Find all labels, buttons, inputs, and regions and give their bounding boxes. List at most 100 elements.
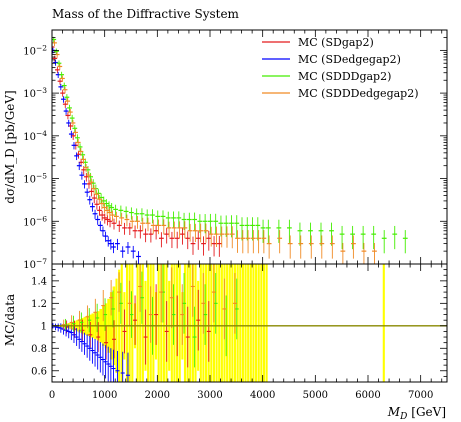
legend-entry: MC (SDDDedgegap2) [262, 87, 419, 100]
main-point [203, 223, 209, 243]
ratio-point [117, 272, 122, 312]
main-y-tick-label: 10−7 [23, 257, 47, 271]
ratio-point [201, 272, 206, 334]
main-point [68, 130, 74, 139]
legend-label: MC (SDDDedgegap2) [298, 87, 419, 100]
main-point [82, 180, 87, 189]
main-point [87, 195, 93, 205]
ratio-point [82, 332, 87, 355]
main-point [239, 217, 245, 241]
main-point [66, 119, 72, 127]
main-point [73, 129, 78, 137]
ratio-point [103, 345, 108, 379]
main-point [129, 216, 135, 229]
main-point [181, 212, 187, 230]
main-point [96, 195, 102, 205]
ratio-point [58, 323, 63, 333]
main-point [224, 226, 230, 248]
ratio-point [77, 329, 82, 349]
ratio-y-tick-label: 0.8 [31, 344, 47, 355]
main-point [119, 213, 125, 225]
legend-label: MC (SDDDgap2) [298, 70, 391, 83]
band-segment [382, 264, 385, 382]
main-point [111, 242, 116, 254]
ratio-point [203, 284, 208, 345]
main-point [115, 238, 120, 250]
legend-entry: MC (SDedgegap2) [262, 53, 401, 66]
ratio-point [87, 335, 92, 361]
band-segment [162, 264, 165, 382]
main-point [153, 224, 159, 240]
main-plot-marks [52, 36, 408, 264]
ratio-y-axis: 0.6 0.8 1 1.2 1.4 [31, 263, 447, 383]
main-point [161, 219, 167, 235]
ratio-point [127, 280, 132, 326]
main-point [265, 219, 271, 243]
main-point [54, 51, 60, 58]
ratio-point [213, 272, 218, 334]
band-segment [120, 264, 123, 382]
ratio-point [95, 303, 100, 333]
main-point [372, 242, 377, 264]
main-point [182, 221, 188, 239]
band-segment [157, 264, 160, 382]
main-point [108, 239, 114, 250]
main-point [62, 86, 68, 94]
main-point [240, 230, 246, 254]
main-point [260, 219, 266, 243]
main-point [143, 228, 148, 243]
main-point [67, 108, 73, 116]
main-point [92, 209, 98, 219]
main-point [104, 206, 110, 217]
main-point [214, 226, 219, 247]
ratio-point [139, 271, 144, 324]
main-point [190, 236, 196, 255]
x-axis: 0 1000 2000 3000 4000 5000 6000 7000 [49, 30, 443, 401]
band-segment [212, 264, 216, 382]
main-point [129, 207, 134, 220]
band-segment [210, 264, 213, 382]
main-point [219, 226, 225, 248]
ratio-point [93, 338, 98, 367]
ratio-point [185, 306, 190, 368]
main-point [105, 236, 111, 247]
main-point [223, 215, 229, 237]
main-point [53, 59, 58, 66]
band-segment [260, 264, 263, 382]
main-point [174, 231, 180, 249]
main-point [81, 155, 86, 164]
band-segment [236, 264, 239, 382]
band-segment [125, 264, 129, 382]
main-point [351, 235, 356, 259]
ratio-point [118, 282, 123, 324]
band-segment [139, 264, 142, 382]
main-point [90, 202, 95, 212]
main-point [61, 96, 66, 103]
band-segment [183, 264, 187, 382]
band-segment [160, 264, 163, 382]
main-point [53, 48, 59, 55]
main-point [208, 213, 213, 234]
main-point [308, 222, 313, 246]
band-segment [215, 264, 218, 382]
main-point [57, 78, 63, 85]
main-point [94, 200, 100, 210]
main-point [318, 222, 324, 246]
main-y-tick-label: 10−2 [23, 43, 47, 57]
main-point [113, 204, 118, 216]
ratio-point [108, 348, 113, 382]
main-point [213, 213, 219, 235]
chart-title: Mass of the Diffractive System [52, 7, 240, 21]
ratio-point [180, 284, 185, 345]
ratio-point [53, 323, 58, 331]
ratio-y-tick-label: 1.4 [31, 276, 47, 287]
main-point [392, 225, 398, 250]
main-point [298, 235, 304, 259]
main-point [177, 221, 182, 239]
x-tick-label: 3000 [197, 390, 222, 401]
band-segment [136, 264, 139, 382]
main-point [72, 124, 78, 133]
main-point [155, 210, 161, 226]
main-point [140, 217, 146, 231]
band-segment [241, 264, 244, 382]
